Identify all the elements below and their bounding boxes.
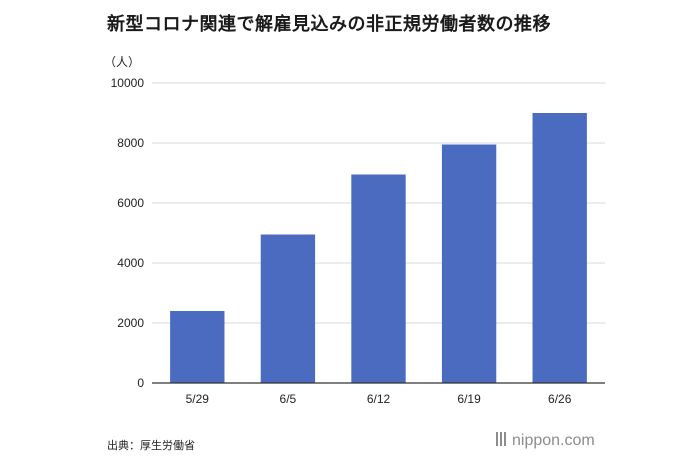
y-tick-label: 2000 [117,316,144,330]
x-tick-label: 5/29 [186,392,210,406]
y-tick-label: 10000 [111,76,145,90]
x-tick-label: 6/19 [457,392,481,406]
bar [441,144,497,383]
x-tick-label: 6/5 [280,392,297,406]
chart-title: 新型コロナ関連で解雇見込みの非正規労働者数の推移 [107,14,551,35]
logo-mark-icon [496,432,508,446]
bar [170,311,225,383]
bar-chart: 0 2000 4000 6000 8000 10000 5/29 6/5 6/12 6/19 6/2… [111,76,605,406]
y-tick-label: 8000 [117,136,144,150]
y-axis-unit-label: （人） [104,55,141,69]
bar [351,174,406,383]
y-tick-label: 6000 [117,196,144,210]
x-tick-label: 6/26 [548,392,572,406]
bar [532,113,587,383]
nippon-com-logo: nippon.com [496,432,595,450]
x-tick-label: 6/12 [367,392,391,406]
bar [260,234,316,383]
logo-text: nippon.com [512,432,595,449]
source-note: 出典：厚生労働省 [107,439,195,452]
y-tick-label: 4000 [117,256,144,270]
y-tick-label: 0 [137,376,144,390]
